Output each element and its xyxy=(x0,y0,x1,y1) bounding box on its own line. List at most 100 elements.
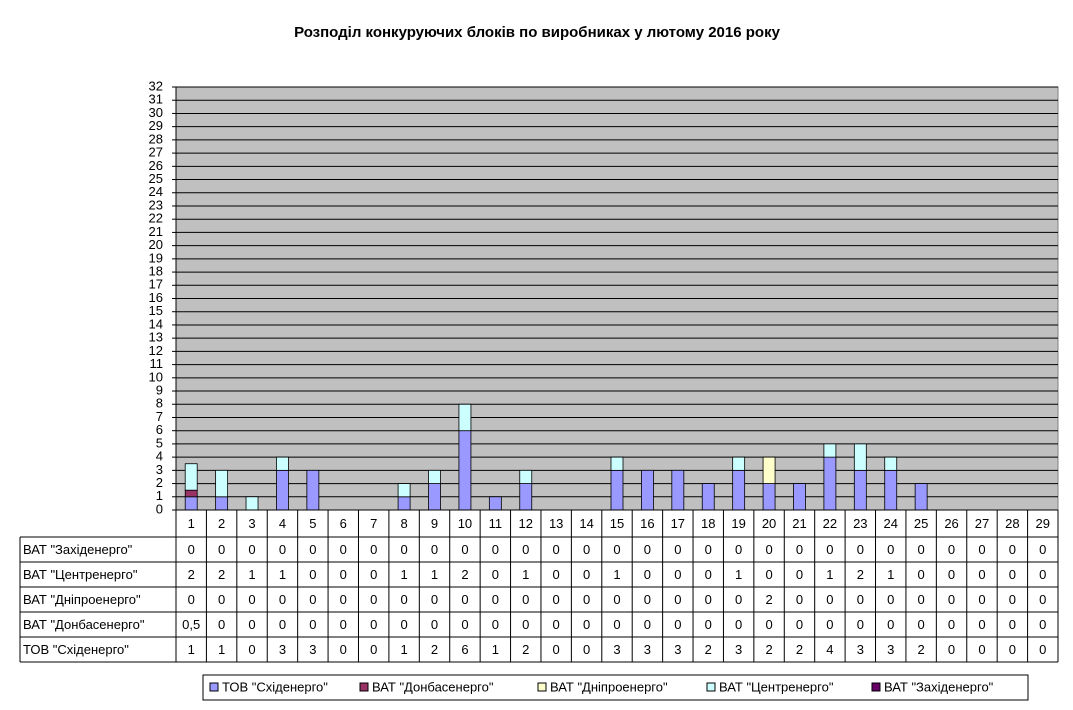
table-cell: 0 xyxy=(948,592,955,607)
y-tick-label: 30 xyxy=(149,105,163,120)
legend-label: ВАТ "Західенерго" xyxy=(884,679,994,694)
table-cell: 2 xyxy=(918,642,925,657)
y-tick-label: 22 xyxy=(149,211,163,226)
y-tick-label: 7 xyxy=(156,409,163,424)
table-cell: 0 xyxy=(978,617,985,632)
table-cell: 0 xyxy=(583,592,590,607)
legend-swatch xyxy=(209,682,219,692)
table-cell: 0 xyxy=(765,542,772,557)
y-tick-label: 10 xyxy=(149,369,163,384)
table-cell: 0 xyxy=(674,592,681,607)
y-tick-label: 8 xyxy=(156,396,163,411)
table-cell: 0 xyxy=(522,592,529,607)
table-cell: 3 xyxy=(309,642,316,657)
x-tick-label: 21 xyxy=(792,516,806,531)
table-cell: 2 xyxy=(765,642,772,657)
table-cell: 1 xyxy=(188,642,195,657)
table-cell: 6 xyxy=(461,642,468,657)
table-cell: 0 xyxy=(370,567,377,582)
table-cell: 0 xyxy=(461,617,468,632)
table-cell: 2 xyxy=(705,642,712,657)
x-tick-label: 8 xyxy=(400,516,407,531)
table-cell: 0 xyxy=(492,567,499,582)
table-cell: 0 xyxy=(1039,567,1046,582)
y-tick-label: 15 xyxy=(149,303,163,318)
table-cell: 0 xyxy=(340,617,347,632)
bar-segment xyxy=(610,469,624,511)
y-tick-label: 0 xyxy=(156,501,163,516)
bar-segment xyxy=(610,456,624,471)
table-cell: 0 xyxy=(309,567,316,582)
y-tick-label: 20 xyxy=(149,237,163,252)
table-cell: 1 xyxy=(492,642,499,657)
table-cell: 0 xyxy=(674,542,681,557)
table-cell: 0 xyxy=(978,567,985,582)
table-cell: 1 xyxy=(431,567,438,582)
legend-label: ВАТ "Донбасенерго" xyxy=(372,679,494,694)
table-cell: 0 xyxy=(1009,617,1016,632)
bar-segment xyxy=(671,469,685,511)
table-cell: 0 xyxy=(583,642,590,657)
legend-swatch xyxy=(706,682,716,692)
x-tick-label: 22 xyxy=(823,516,837,531)
table-cell: 1 xyxy=(218,642,225,657)
bar-segment xyxy=(397,483,411,498)
table-cell: 0 xyxy=(248,542,255,557)
table-cell: 2 xyxy=(857,567,864,582)
table-cell: 0 xyxy=(887,592,894,607)
table-cell: 0 xyxy=(553,567,560,582)
table-cell: 0 xyxy=(188,592,195,607)
table-cell: 0 xyxy=(644,567,651,582)
bar-segment xyxy=(306,469,320,511)
y-tick-label: 24 xyxy=(149,184,163,199)
table-cell: 0 xyxy=(857,617,864,632)
bar-segment xyxy=(793,483,806,511)
x-tick-label: 27 xyxy=(975,516,989,531)
bar-segment xyxy=(184,489,198,498)
bar-segment xyxy=(245,496,259,511)
table-cell: 0 xyxy=(796,542,803,557)
table-cell: 3 xyxy=(857,642,864,657)
row-label: ВАТ "Дніпроенерго" xyxy=(23,592,141,607)
table-cell: 0 xyxy=(796,592,803,607)
table-cell: 0 xyxy=(735,617,742,632)
table-cell: 0 xyxy=(918,567,925,582)
table-cell: 0 xyxy=(735,592,742,607)
x-tick-label: 10 xyxy=(458,516,472,531)
table-cell: 0 xyxy=(370,617,377,632)
x-tick-label: 2 xyxy=(218,516,225,531)
y-tick-label: 6 xyxy=(156,422,163,437)
y-tick-label: 9 xyxy=(156,382,163,397)
table-cell: 1 xyxy=(279,567,286,582)
table-cell: 0 xyxy=(218,617,225,632)
table-cell: 0 xyxy=(553,592,560,607)
table-cell: 2 xyxy=(796,642,803,657)
table-cell: 1 xyxy=(613,567,620,582)
y-tick-label: 2 xyxy=(156,475,163,490)
table-cell: 0 xyxy=(400,617,407,632)
x-tick-label: 26 xyxy=(944,516,958,531)
table-cell: 0 xyxy=(218,592,225,607)
bar-segment xyxy=(823,443,837,458)
bar-segment xyxy=(215,496,229,511)
table-cell: 0 xyxy=(1039,542,1046,557)
table-cell: 0 xyxy=(1039,642,1046,657)
x-tick-label: 7 xyxy=(370,516,377,531)
y-tick-label: 16 xyxy=(149,290,163,305)
x-tick-label: 23 xyxy=(853,516,867,531)
bar-segment xyxy=(884,469,898,511)
table-cell: 0 xyxy=(613,542,620,557)
table-cell: 0 xyxy=(826,617,833,632)
table-cell: 2 xyxy=(218,567,225,582)
table-cell: 0 xyxy=(765,567,772,582)
y-tick-label: 31 xyxy=(149,92,163,107)
bar-segment xyxy=(397,496,411,511)
x-tick-label: 28 xyxy=(1005,516,1019,531)
y-tick-label: 17 xyxy=(149,277,163,292)
table-cell: 0 xyxy=(340,642,347,657)
table-cell: 0 xyxy=(492,592,499,607)
bar-segment xyxy=(914,483,928,511)
y-tick-label: 25 xyxy=(149,171,163,186)
x-tick-label: 1 xyxy=(188,516,195,531)
table-cell: 0 xyxy=(796,617,803,632)
